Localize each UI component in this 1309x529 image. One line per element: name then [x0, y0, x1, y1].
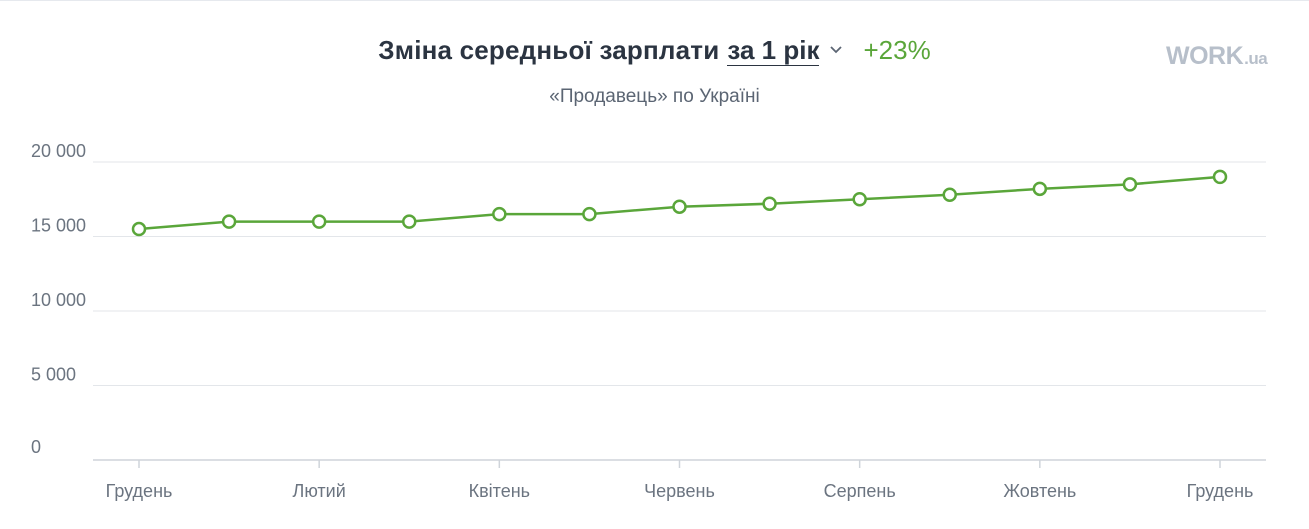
data-point [762, 196, 777, 211]
period-selector[interactable]: за 1 рік [727, 34, 820, 66]
data-point [942, 187, 957, 203]
x-tick-label: Грудень [106, 481, 173, 501]
data-point [1032, 181, 1048, 197]
y-tick-label: 0 [31, 437, 41, 457]
data-point [221, 214, 237, 229]
data-point [1122, 177, 1138, 192]
y-tick-label: 5 000 [31, 365, 76, 385]
data-point [582, 206, 597, 222]
x-tick-label: Жовтень [1003, 481, 1076, 501]
chart-subtitle: «Продавець» по Україні [549, 86, 760, 107]
data-point [852, 192, 867, 207]
chart-header: Зміна середньої зарплати за 1 рік +23% [0, 30, 1309, 70]
x-tick-label: Червень [644, 481, 715, 501]
work-ua-logo: WORK.ua [1166, 42, 1268, 71]
x-tick-label: Грудень [1187, 481, 1254, 501]
data-point [492, 206, 507, 222]
y-tick-label: 20 000 [31, 141, 86, 161]
top-border [0, 0, 1309, 1]
data-point [311, 214, 327, 229]
salary-change-percent: +23% [863, 34, 931, 65]
x-tick-label: Серпень [824, 481, 896, 501]
x-tick-label: Квітень [469, 481, 530, 501]
data-point [131, 221, 147, 237]
chart-title: Зміна середньої зарплати [378, 34, 720, 65]
y-tick-label: 15 000 [31, 216, 86, 236]
logo-tld: .ua [1244, 49, 1268, 68]
logo-main: WORK [1166, 42, 1244, 70]
data-point [1212, 169, 1228, 185]
chevron-down-icon[interactable] [829, 43, 843, 57]
data-point [402, 214, 417, 229]
data-point [672, 199, 687, 214]
x-tick-label: Лютий [293, 481, 346, 501]
y-tick-label: 10 000 [31, 290, 86, 310]
